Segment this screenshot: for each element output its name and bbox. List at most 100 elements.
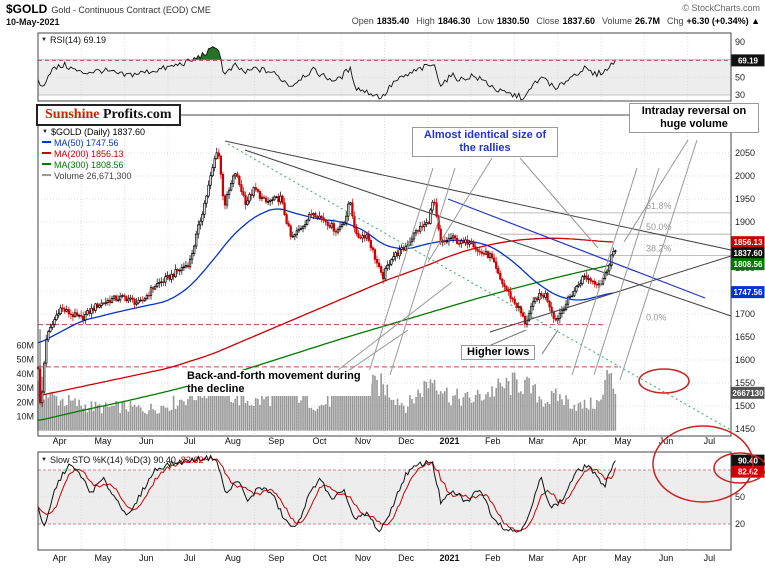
svg-text:Mar: Mar (528, 553, 544, 563)
annotation-identical-rallies: Almost identical size of the rallies (412, 127, 558, 157)
svg-text:1450: 1450 (735, 424, 755, 434)
svg-text:20: 20 (735, 519, 745, 529)
legend-ma300: MA(300) 1808.56 (42, 160, 145, 171)
svg-text:Apr: Apr (53, 436, 67, 446)
collapse-triangle-icon: ▼ (41, 37, 47, 43)
svg-text:May: May (94, 553, 112, 563)
symbol: $GOLD (6, 2, 48, 16)
svg-text:Nov: Nov (355, 436, 372, 446)
legend-volume: Volume 26,671,300 (42, 171, 145, 182)
svg-text:10M: 10M (16, 412, 34, 422)
svg-text:90.40: 90.40 (738, 457, 759, 466)
header-line: $GOLD Gold - Continuous Contract (EOD) CM… (6, 2, 211, 16)
svg-text:50.0%: 50.0% (646, 222, 672, 232)
svg-text:May: May (614, 553, 632, 563)
sto-label-prefix: Slow STO %K(14) %D(3) (49, 455, 151, 465)
rsi-series (37, 46, 731, 101)
svg-text:30M: 30M (16, 383, 34, 393)
value-boxes: 1856.13 1837.60 1808.56 1747.56 2667130 69.19… (731, 54, 765, 478)
svg-text:1747.56: 1747.56 (734, 288, 763, 297)
svg-text:50M: 50M (16, 355, 34, 365)
svg-text:Jul: Jul (184, 436, 196, 446)
svg-text:Feb: Feb (485, 553, 501, 563)
legend-series-title: ▼ $GOLD (Daily) 1837.60 (42, 127, 145, 138)
svg-text:Sep: Sep (268, 436, 284, 446)
logo-profits: Profits.com (102, 107, 172, 122)
svg-text:1650: 1650 (735, 332, 755, 342)
svg-text:1950: 1950 (735, 194, 755, 204)
quote-value: 1835.40 (376, 16, 410, 26)
fib-retracement: 61.8% 50.0% 38.2% 0.0% (500, 201, 731, 323)
svg-text:90: 90 (735, 37, 745, 47)
svg-text:69.19: 69.19 (738, 56, 759, 65)
svg-text:Jul: Jul (704, 553, 716, 563)
quote-label: Low (477, 16, 494, 26)
svg-text:0.0%: 0.0% (646, 313, 667, 323)
svg-text:1837.60: 1837.60 (734, 249, 763, 258)
svg-text:82.62: 82.62 (738, 468, 759, 477)
collapse-triangle-icon: ▼ (41, 457, 47, 463)
svg-text:Sep: Sep (268, 553, 284, 563)
svg-text:1500: 1500 (735, 401, 755, 411)
annotation-higher-lows: Higher lows (461, 345, 536, 360)
svg-text:Dec: Dec (398, 553, 415, 563)
svg-text:2000: 2000 (735, 171, 755, 181)
rsi-indicator-label: ▼ RSI(14) 69.19 (41, 35, 106, 45)
svg-text:2050: 2050 (735, 148, 755, 158)
svg-text:Mar: Mar (528, 436, 544, 446)
svg-text:50: 50 (735, 72, 745, 82)
quote-value: 26.7M (635, 16, 661, 26)
svg-text:Jun: Jun (659, 436, 674, 446)
svg-text:Apr: Apr (572, 553, 586, 563)
svg-text:May: May (94, 436, 112, 446)
main-chart-legend: ▼ $GOLD (Daily) 1837.60 MA(50) 1747.56 MA… (42, 127, 145, 182)
svg-text:Dec: Dec (398, 436, 415, 446)
copyright: © StockCharts.com (682, 3, 760, 13)
logo-sunshine: Sunshine (45, 107, 100, 122)
quote-label: High (416, 16, 435, 26)
legend-title-text: $GOLD (Daily) 1837.60 (50, 127, 145, 137)
svg-text:2667130: 2667130 (732, 389, 764, 398)
quote-value: 1837.60 (562, 16, 595, 26)
rsi-label-text: RSI(14) 69.19 (49, 35, 106, 45)
svg-text:Aug: Aug (225, 436, 241, 446)
stochastic-series (37, 454, 616, 533)
svg-text:20M: 20M (16, 397, 34, 407)
svg-text:61.8%: 61.8% (646, 201, 672, 211)
quote-label: Close (536, 16, 560, 26)
ma300-swatch-icon (42, 163, 51, 165)
svg-text:Jun: Jun (659, 553, 674, 563)
quote-value: 1846.30 (437, 16, 471, 26)
symbol-description: Gold - Continuous Contract (EOD) CME (51, 5, 211, 15)
quote-line: Open 1835.40 High 1846.30 Low 1830.50 Close 183… (345, 16, 760, 26)
svg-text:1600: 1600 (735, 355, 755, 365)
annotation-back-and-forth: Back-and-forth movement during the decli… (187, 370, 371, 396)
svg-text:Jun: Jun (139, 436, 154, 446)
svg-text:Jul: Jul (184, 553, 196, 563)
collapse-triangle-icon: ▼ (42, 129, 48, 135)
svg-text:60M: 60M (16, 341, 34, 351)
quote-value: +6.30 (+0.34%) ▲ (686, 16, 760, 26)
svg-text:38.2%: 38.2% (646, 244, 672, 254)
candlesticks (36, 147, 617, 408)
svg-text:30: 30 (735, 90, 745, 100)
svg-text:Apr: Apr (572, 436, 586, 446)
svg-text:1808.56: 1808.56 (734, 260, 763, 269)
sunshine-profits-logo: Sunshine Profits.com (36, 104, 181, 126)
annotation-intraday-reversal: Intraday reversal on huge volume (629, 103, 759, 133)
legend-ma200: MA(200) 1856.13 (42, 149, 145, 160)
highlight-ellipses (638, 368, 765, 503)
ma200-swatch-icon (42, 152, 51, 154)
svg-text:50: 50 (735, 492, 745, 502)
panel-borders (37, 32, 732, 551)
legend-ma50: MA(50) 1747.56 (42, 138, 145, 149)
svg-text:1900: 1900 (735, 217, 755, 227)
sto-d-value: 82.62 (180, 455, 204, 465)
volume-swatch-icon (42, 174, 51, 176)
svg-text:1550: 1550 (735, 378, 755, 388)
svg-text:Jul: Jul (704, 436, 716, 446)
stochastic-indicator-label: ▼ Slow STO %K(14) %D(3) 90.40, 82.62 (41, 455, 203, 465)
svg-text:Nov: Nov (355, 553, 372, 563)
annotation-lines (224, 139, 732, 431)
